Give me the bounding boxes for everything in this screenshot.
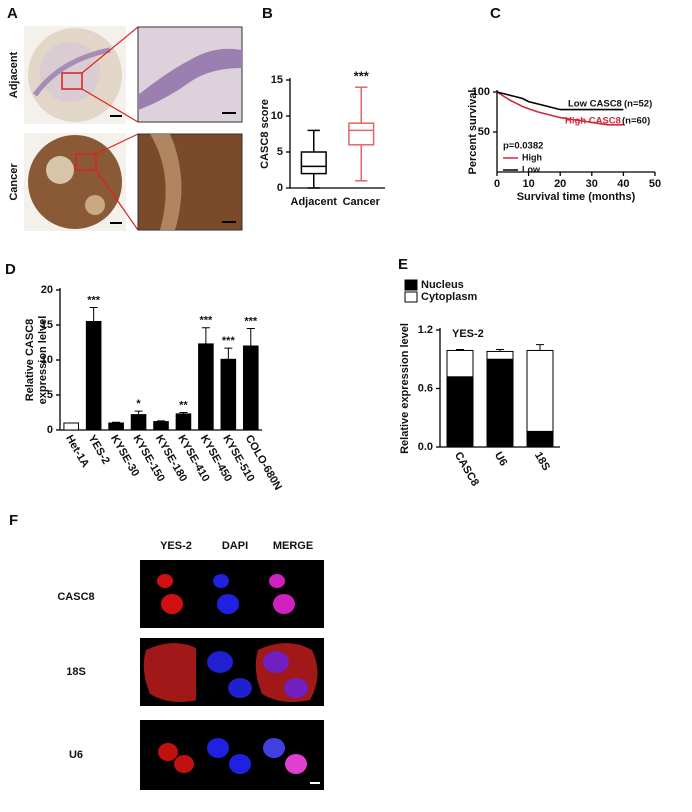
row-label: 18S [66,666,86,678]
x-tick-label: 0 [494,178,500,190]
row-label: Adjacent [8,51,20,98]
y-tick-label: 15 [41,319,53,331]
error-bar [201,327,210,344]
bar [220,358,237,431]
bar-segment [526,430,554,448]
x-tick-label: 40 [617,178,629,190]
x-tick-label: Cancer [343,196,381,208]
bar [198,343,214,431]
panel-letter: D [5,261,16,278]
significance: * [136,398,141,410]
significance: *** [244,315,258,327]
y-axis-label: expression lelvel [37,316,49,405]
legend-swatch [404,291,418,303]
bar [242,345,259,431]
y-tick-label: 15 [271,74,283,86]
y-tick-label: 20 [41,284,53,296]
annotation: Low CASC8 [568,99,622,110]
bar [108,422,124,431]
bar [175,413,192,431]
box [348,122,375,146]
error-bar [157,420,165,422]
legend-label: Nucleus [421,279,464,291]
x-tick-label: 10 [522,178,534,190]
survival-curve [496,91,624,111]
panel-letter: A [7,5,18,22]
error-bar [134,410,143,415]
column-label: MERGE [273,540,313,552]
y-tick-label: 50 [478,126,490,138]
legend-swatch [404,279,418,291]
annotation: (n=60) [622,116,650,127]
bar-segment [446,376,474,448]
y-tick-label: 100 [472,86,490,98]
panel-letter: E [398,256,408,273]
panel-letter: F [9,512,18,529]
bar [63,422,80,431]
significance: ** [179,399,188,411]
significance: *** [222,335,236,347]
column-label: DAPI [222,540,248,552]
y-tick-label: 0 [47,424,53,436]
y-tick-label: 10 [41,354,53,366]
bar-segment [486,358,514,448]
error-bar [536,344,544,351]
fluorescence-images [140,560,324,790]
bar-segment [486,350,514,360]
bar [130,414,147,431]
legend-label: Low [522,164,541,174]
bar-segment [526,349,554,432]
bar [153,421,169,431]
annotation: p=0.0382 [503,141,543,152]
box [300,151,327,175]
legend-label: High [522,152,542,162]
bar-segment [446,349,474,378]
annotation: High CASC8 [565,116,621,127]
x-tick-label: 50 [649,178,661,190]
error-bar [456,349,464,351]
y-axis-label: Relative expression level [399,323,411,454]
significance: *** [87,294,101,306]
y-tick-label: 5 [47,389,53,401]
y-tick-label: 5 [277,146,283,158]
error-bar [224,347,233,360]
y-axis-label: Relative CASC8 [24,319,36,402]
x-tick-label: 30 [586,178,598,190]
panel-letter: B [262,5,273,22]
x-tick-label: CASC8 [452,450,481,488]
significance: *** [199,315,213,327]
subtitle: YES-2 [452,328,484,340]
x-tick-label: 20 [554,178,566,190]
y-axis-label: Percent survival [467,90,479,175]
y-axis-label: CASC8 score [259,99,271,169]
y-tick-label: 0.0 [418,441,433,453]
error-bar [112,421,121,423]
x-tick-label: Adjacent [291,196,338,208]
y-tick-label: 1.2 [418,324,433,336]
histology-adjacent [24,26,243,124]
bar [85,321,102,431]
x-tick-label: 18S [532,450,552,473]
row-label: U6 [69,749,83,761]
annotation: (n=52) [624,99,652,110]
panel-letter: C [490,5,501,22]
legend-label: Cytoplasm [421,291,477,303]
x-tick-label: U6 [492,450,509,468]
y-tick-label: 10 [271,110,283,122]
row-label: CASC8 [57,591,94,603]
error-bar [179,412,188,414]
histology-cancer [24,133,243,231]
significance: *** [354,69,370,84]
column-label: YES-2 [160,540,192,552]
error-bar [89,307,98,322]
y-tick-label: 0.6 [418,382,433,394]
y-tick-label: 0 [277,182,283,194]
row-label: Cancer [8,163,20,201]
error-bar [496,349,504,352]
survival-curve [496,91,624,126]
x-axis-label: Survival time (months) [517,191,636,203]
error-bar [246,328,255,346]
